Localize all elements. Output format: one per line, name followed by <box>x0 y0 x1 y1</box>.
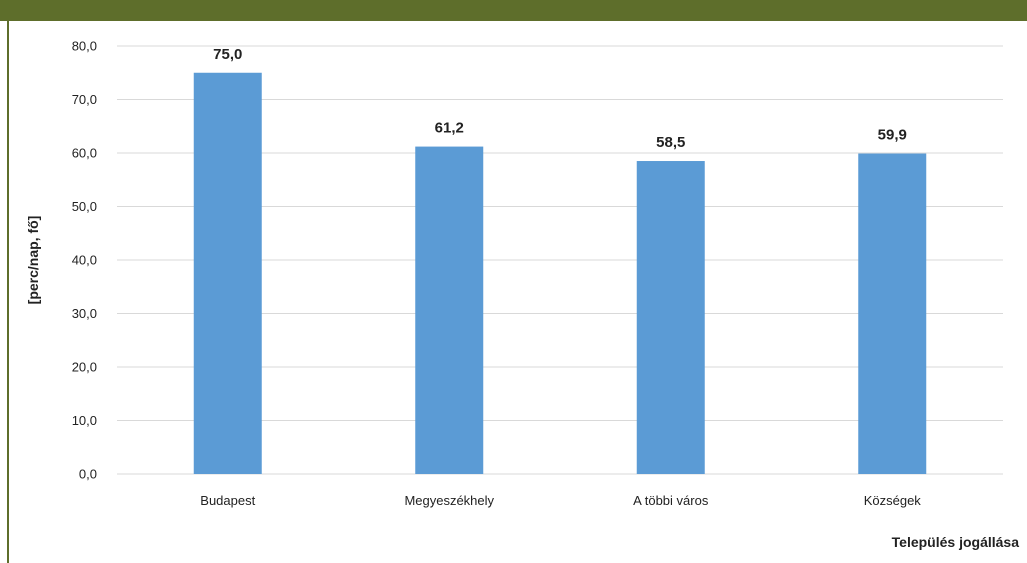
category-label: Megyeszékhely <box>404 493 494 508</box>
y-tick-label: 70,0 <box>72 92 97 107</box>
value-labels: 75,0 61,2 58,5 59,9 <box>213 46 907 151</box>
bar <box>415 146 484 474</box>
x-axis-categories: Budapest Megyeszékhely A többi város Község… <box>200 493 921 508</box>
value-label: 59,9 <box>878 127 907 144</box>
category-label: Községek <box>864 493 922 508</box>
y-tick-label: 40,0 <box>72 253 97 268</box>
bar <box>193 72 262 474</box>
bars <box>193 72 927 474</box>
header-band <box>0 0 1027 21</box>
y-axis-ticks: 0,0 10,0 20,0 30,0 40,0 50,0 60,0 70,0 80,0 <box>72 39 97 482</box>
category-label: Budapest <box>200 493 255 508</box>
y-tick-label: 10,0 <box>72 413 97 428</box>
y-tick-label: 80,0 <box>72 39 97 54</box>
y-axis-label: [perc/nap, fő] <box>25 216 41 305</box>
x-axis-label: Település jogállása <box>892 534 1020 550</box>
value-label: 61,2 <box>435 120 464 137</box>
category-label: A többi város <box>633 493 709 508</box>
y-tick-label: 60,0 <box>72 146 97 161</box>
y-tick-label: 30,0 <box>72 306 97 321</box>
value-label: 58,5 <box>656 134 685 151</box>
bar <box>858 153 927 474</box>
value-label: 75,0 <box>213 46 242 63</box>
y-tick-label: 0,0 <box>79 467 97 482</box>
y-tick-label: 20,0 <box>72 360 97 375</box>
gridlines <box>117 45 1003 475</box>
left-border <box>7 21 9 563</box>
y-tick-label: 50,0 <box>72 199 97 214</box>
bar <box>636 161 705 474</box>
